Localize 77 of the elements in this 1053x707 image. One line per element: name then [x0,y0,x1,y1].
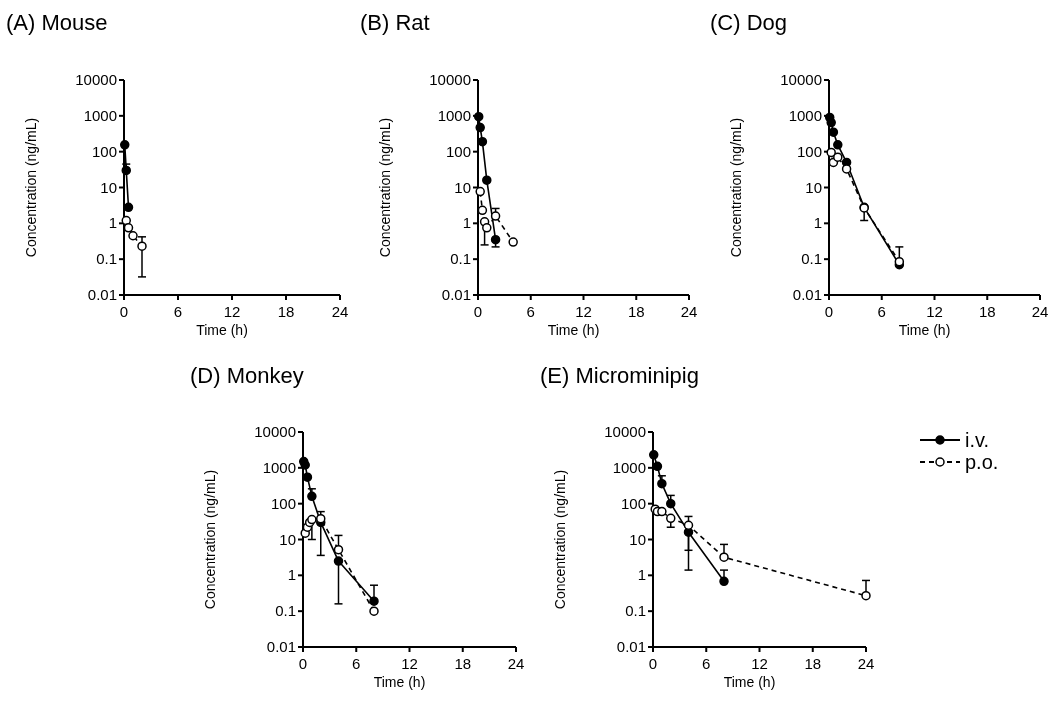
chart-title: (B) Rat [360,10,430,35]
x-tick-label: 18 [978,303,996,320]
y-tick-label: 0.01 [616,638,646,655]
y-tick-label: 1 [108,214,117,232]
y-tick-label: 1 [813,214,822,232]
x-tick-label: 18 [277,303,295,320]
y-tick-label: 100 [445,142,471,160]
x-tick-label: 12 [223,303,241,320]
x-tick-label: 18 [627,303,645,320]
y-axis-title: Concentration (ng/mL) [202,469,218,610]
x-tick-label: 24 [857,655,875,672]
x-tick-label: 0 [298,655,308,672]
x-tick-label: 6 [526,303,535,320]
y-tick-label: 10 [279,530,296,548]
y-axis-title: Concentration (ng/mL) [552,469,568,610]
legend-label: i.v. [965,429,990,451]
y-tick-label: 1 [287,566,296,584]
x-tick-label: 12 [401,655,418,672]
y-tick-label: 0.01 [441,286,471,303]
x-tick-label: 24 [507,655,525,672]
y-tick-label: 1000 [262,458,296,476]
x-axis-title: Time (h) [723,674,776,690]
y-tick-label: 10000 [75,71,117,88]
x-tick-label: 6 [877,303,886,320]
x-axis-title: Time (h) [196,322,248,338]
y-tick-label: 10 [454,178,471,196]
chart-title: (C) Dog [710,10,788,35]
y-tick-label: 0.1 [625,602,646,620]
x-tick-label: 12 [926,303,943,320]
chart-title: (E) Microminipig [540,363,699,388]
y-tick-label: 100 [620,494,646,512]
y-tick-label: 10 [805,178,822,196]
x-axis-title: Time (h) [547,322,600,338]
y-tick-label: 0.1 [450,250,471,268]
x-tick-label: 0 [824,303,834,320]
x-tick-label: 18 [804,655,822,672]
y-tick-label: 100 [796,142,822,160]
x-tick-label: 18 [454,655,472,672]
x-tick-label: 12 [751,655,768,672]
y-tick-label: 10 [629,530,646,548]
y-tick-label: 0.01 [87,286,117,303]
y-tick-label: 10 [100,178,117,196]
x-tick-label: 6 [702,655,711,672]
x-axis-title: Time (h) [898,322,951,338]
chart-title: (A) Mouse [6,10,108,35]
y-tick-label: 1 [462,214,471,232]
y-axis-title: Concentration (ng/mL) [377,117,393,258]
y-axis-title: Concentration (ng/mL) [23,117,39,258]
x-tick-label: 24 [1031,303,1049,320]
y-tick-label: 10000 [604,423,646,440]
legend-label: p.o. [965,451,999,473]
y-tick-label: 100 [91,142,117,160]
y-tick-label: 0.01 [792,286,822,303]
y-tick-label: 1000 [788,106,822,124]
y-tick-label: 10000 [429,71,471,88]
y-tick-label: 0.1 [801,250,822,268]
y-tick-label: 0.1 [96,250,117,268]
y-tick-label: 0.01 [266,638,296,655]
chart-title: (D) Monkey [190,363,304,388]
y-tick-label: 10000 [254,423,296,440]
y-tick-label: 1 [637,566,646,584]
x-tick-label: 0 [648,655,658,672]
y-axis-title: Concentration (ng/mL) [728,117,744,258]
y-tick-label: 1000 [612,458,646,476]
y-tick-label: 0.1 [275,602,296,620]
x-tick-label: 0 [119,303,129,320]
y-tick-label: 1000 [437,106,471,124]
x-tick-label: 0 [473,303,483,320]
x-tick-label: 24 [680,303,698,320]
y-tick-label: 1000 [83,106,117,124]
x-tick-label: 12 [575,303,592,320]
y-tick-label: 100 [270,494,296,512]
x-tick-label: 24 [331,303,349,320]
x-axis-title: Time (h) [373,674,426,690]
y-tick-label: 10000 [780,71,822,88]
x-tick-label: 6 [352,655,361,672]
x-tick-label: 6 [173,303,183,320]
